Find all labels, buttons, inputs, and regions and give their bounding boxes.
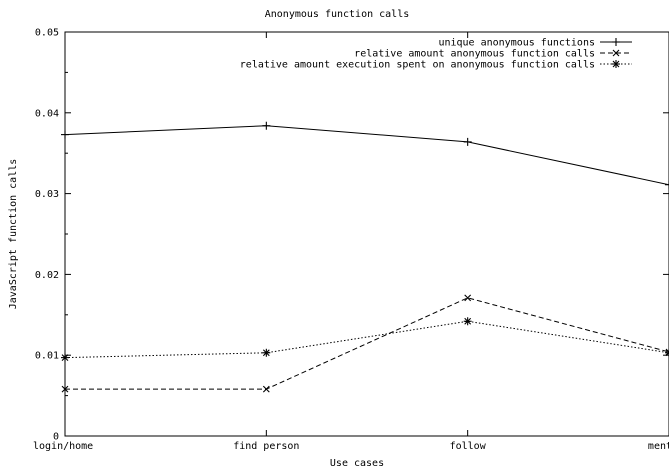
chart-title: Anonymous function calls [265,9,410,20]
legend-label: relative amount execution spent on anony… [240,60,595,71]
data-point-series-2 [665,348,669,356]
data-point-series-3 [262,348,271,357]
x-axis-title: Use cases [330,458,384,469]
data-point-series-3 [463,317,472,326]
legend-label: relative amount anonymous function calls [354,49,595,60]
y-tick-label: 0.01 [35,351,59,362]
x-tick-label: mention [648,441,669,452]
x-tick-label: follow [450,441,487,452]
data-point-series-2 [262,385,270,393]
legend-marker [612,60,620,68]
legend-marker [612,49,620,57]
legend-marker [612,38,620,46]
data-point-series-3 [665,348,669,357]
data-point-series-1 [463,137,472,146]
legend-label: unique anonymous functions [438,38,595,49]
y-axis-title: JavaScript function calls [8,159,19,310]
y-tick-label: 0.04 [35,108,59,119]
x-tick-label: find person [233,441,299,452]
plot-frame [64,31,669,437]
series-line-3 [64,320,669,359]
series-markers [61,121,669,393]
data-point-series-1 [262,121,271,130]
x-axis: login/home find person follow mention [33,32,669,452]
data-point-series-3 [61,353,69,362]
series-lines [64,125,669,390]
y-tick-label: 0.02 [35,270,59,281]
series-line-1 [64,125,669,186]
y-axis: 0 0.01 0.02 0.03 0.04 0.05 [35,28,669,443]
x-tick-label: login/home [33,441,93,452]
series-line-2 [65,297,669,390]
data-point-series-2 [61,385,69,393]
data-point-series-1 [665,180,669,189]
y-tick-label: 0.05 [35,28,59,39]
data-point-series-2 [464,294,472,302]
y-tick-label: 0 [53,432,59,443]
data-point-series-1 [61,130,69,139]
y-tick-label: 0.03 [35,189,59,200]
